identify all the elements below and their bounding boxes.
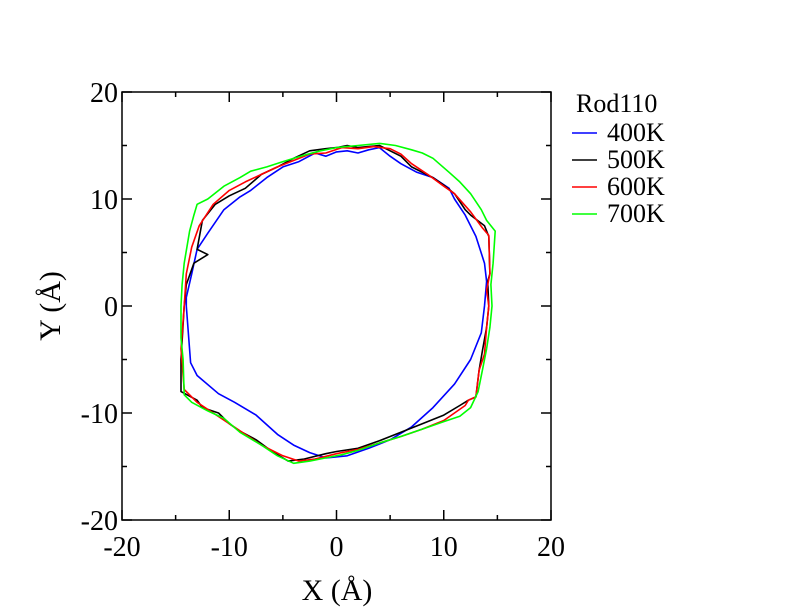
series-line-400k bbox=[185, 146, 488, 459]
y-axis-label: Y (Å) bbox=[34, 271, 67, 341]
x-tick-label: 10 bbox=[430, 532, 458, 563]
series-line-700k bbox=[180, 142, 496, 465]
legend-title: Rod110 bbox=[576, 89, 657, 118]
series-layer bbox=[180, 142, 496, 465]
x-tick-label: 0 bbox=[330, 532, 344, 563]
legend-label-400k: 400K bbox=[607, 118, 665, 147]
x-tick-label: -20 bbox=[103, 532, 140, 563]
x-tick-labels: -20 -10 0 10 20 bbox=[103, 532, 565, 563]
y-tick-label: 20 bbox=[90, 78, 118, 109]
y-tick-label: -10 bbox=[81, 399, 118, 430]
legend-label-600k: 600K bbox=[607, 172, 665, 201]
x-tick-label: 20 bbox=[537, 532, 565, 563]
y-tick-labels: -20 -10 0 10 20 bbox=[81, 78, 118, 537]
plot-area bbox=[121, 91, 552, 521]
y-tick-label: 0 bbox=[104, 292, 118, 323]
y-tick-label: 10 bbox=[90, 185, 118, 216]
series-line-600k bbox=[180, 145, 491, 462]
y-tick-label: -20 bbox=[81, 506, 118, 537]
legend-label-500k: 500K bbox=[607, 145, 665, 174]
x-axis-label: X (Å) bbox=[302, 574, 373, 607]
legend-label-700k: 700K bbox=[607, 199, 665, 228]
x-tick-label: -10 bbox=[211, 532, 248, 563]
axis-ticks bbox=[121, 91, 552, 521]
